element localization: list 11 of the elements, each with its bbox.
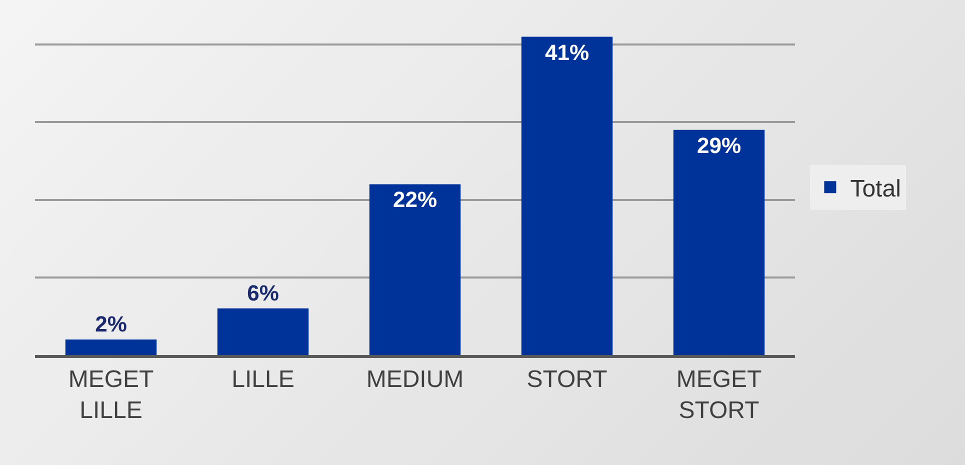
x-tick-label: MEDIUM [366,366,464,393]
data-label: 41% [544,40,590,65]
x-tick-label: MEGET LILLE [68,366,154,424]
data-label: 2% [95,311,127,336]
data-label: 6% [247,280,279,306]
x-tick-label: STORT [526,366,608,393]
data-label: 29% [696,132,742,158]
x-tick-label: LILLE [232,366,294,393]
data-label: 22% [392,187,438,212]
legend-label: Total [850,175,901,202]
x-tick-label: MEGET STORT [676,366,762,424]
